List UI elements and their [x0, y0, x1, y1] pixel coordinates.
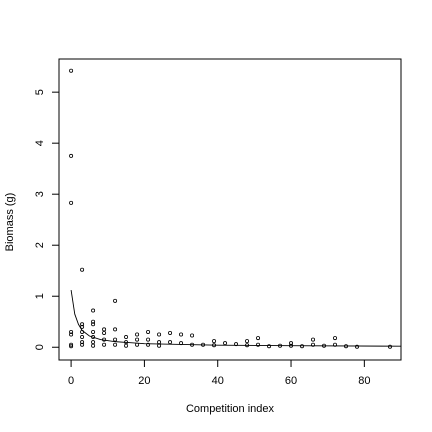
point	[69, 153, 74, 158]
point	[91, 329, 96, 334]
point	[113, 298, 118, 303]
y-tick-label: 2	[34, 242, 46, 248]
point	[311, 337, 316, 342]
point	[146, 329, 151, 334]
fit-line	[70, 290, 402, 347]
point	[256, 336, 261, 341]
point	[333, 336, 338, 341]
point	[168, 340, 173, 345]
x-tick-label: 40	[212, 375, 224, 387]
x-axis-title: Competition index	[186, 403, 275, 415]
point	[91, 343, 96, 348]
point	[135, 332, 140, 337]
point	[69, 344, 74, 349]
point	[256, 342, 261, 347]
point	[69, 342, 74, 347]
point	[124, 335, 129, 340]
point	[102, 342, 107, 347]
x-tick-label: 20	[138, 375, 150, 387]
y-tick-label: 3	[34, 191, 46, 197]
point	[91, 308, 96, 313]
point	[388, 344, 393, 349]
point	[113, 342, 118, 347]
point	[157, 343, 162, 348]
point	[113, 337, 118, 342]
x-tick-label: 0	[68, 375, 74, 387]
point	[80, 322, 85, 327]
point	[146, 337, 151, 342]
point	[91, 319, 96, 324]
point	[157, 332, 162, 337]
x-tick-label: 60	[285, 375, 297, 387]
point	[124, 343, 129, 348]
point	[245, 339, 250, 344]
point	[267, 344, 272, 349]
point	[223, 341, 228, 346]
point	[212, 339, 217, 344]
point	[102, 330, 107, 335]
point	[179, 332, 184, 337]
point	[311, 342, 316, 347]
plot-box	[58, 58, 402, 361]
point	[80, 340, 85, 345]
point	[190, 333, 195, 338]
point	[80, 267, 85, 272]
point	[113, 327, 118, 332]
y-tick-label: 0	[34, 344, 46, 350]
x-tick-label: 80	[358, 375, 370, 387]
point	[80, 335, 85, 340]
point	[80, 342, 85, 347]
point	[300, 344, 305, 349]
point	[157, 340, 162, 345]
point	[69, 332, 74, 337]
y-tick-label: 1	[34, 293, 46, 299]
point	[80, 324, 85, 329]
point	[91, 322, 96, 327]
y-axis-title: Biomass (g)	[4, 193, 16, 252]
point	[102, 327, 107, 332]
point	[69, 200, 74, 205]
point	[146, 342, 151, 347]
y-tick-label: 5	[34, 89, 46, 95]
point	[355, 344, 360, 349]
point	[69, 329, 74, 334]
point	[135, 337, 140, 342]
point	[289, 341, 294, 346]
point	[69, 68, 74, 73]
point	[168, 330, 173, 335]
y-tick-label: 4	[34, 140, 46, 146]
point	[234, 342, 239, 347]
point	[91, 340, 96, 345]
